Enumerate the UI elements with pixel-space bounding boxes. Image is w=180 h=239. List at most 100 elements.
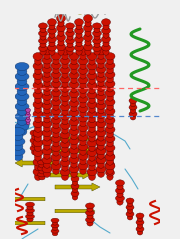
Ellipse shape — [44, 52, 51, 60]
Ellipse shape — [93, 45, 102, 51]
Ellipse shape — [80, 157, 87, 165]
Ellipse shape — [62, 71, 69, 78]
Ellipse shape — [11, 137, 25, 146]
Ellipse shape — [42, 102, 52, 109]
Ellipse shape — [98, 79, 105, 87]
Ellipse shape — [53, 76, 60, 83]
Ellipse shape — [57, 43, 66, 51]
Ellipse shape — [136, 226, 144, 232]
Ellipse shape — [98, 161, 105, 168]
Ellipse shape — [86, 203, 94, 209]
Ellipse shape — [89, 57, 96, 65]
Ellipse shape — [33, 110, 43, 118]
Ellipse shape — [51, 89, 61, 97]
Ellipse shape — [49, 40, 55, 47]
Ellipse shape — [85, 29, 91, 36]
Ellipse shape — [35, 96, 42, 103]
Ellipse shape — [80, 62, 87, 70]
Ellipse shape — [62, 89, 69, 97]
Ellipse shape — [48, 27, 57, 34]
Ellipse shape — [102, 19, 111, 26]
Ellipse shape — [62, 52, 69, 60]
Ellipse shape — [62, 117, 69, 125]
Ellipse shape — [52, 232, 58, 236]
Ellipse shape — [51, 153, 61, 161]
Ellipse shape — [53, 85, 60, 92]
Ellipse shape — [116, 195, 125, 201]
Ellipse shape — [58, 48, 64, 55]
Ellipse shape — [107, 66, 114, 74]
Ellipse shape — [33, 91, 43, 99]
Ellipse shape — [71, 95, 78, 102]
Ellipse shape — [51, 144, 61, 152]
Ellipse shape — [62, 108, 69, 115]
Ellipse shape — [129, 98, 137, 103]
Ellipse shape — [60, 57, 70, 64]
Ellipse shape — [60, 150, 70, 157]
Ellipse shape — [80, 138, 87, 146]
Ellipse shape — [17, 67, 27, 76]
Ellipse shape — [49, 23, 55, 30]
Ellipse shape — [35, 115, 42, 123]
Ellipse shape — [85, 48, 91, 55]
Ellipse shape — [44, 125, 51, 132]
Ellipse shape — [107, 165, 113, 172]
Ellipse shape — [53, 140, 60, 147]
Ellipse shape — [11, 147, 25, 156]
Ellipse shape — [80, 100, 87, 108]
Ellipse shape — [98, 116, 105, 123]
Ellipse shape — [85, 19, 91, 27]
Ellipse shape — [71, 176, 79, 182]
Ellipse shape — [78, 152, 88, 160]
Ellipse shape — [87, 149, 97, 156]
Ellipse shape — [44, 79, 51, 87]
Ellipse shape — [96, 84, 106, 91]
Ellipse shape — [44, 107, 51, 114]
Ellipse shape — [71, 123, 78, 130]
Ellipse shape — [89, 67, 96, 75]
Ellipse shape — [136, 213, 144, 218]
Ellipse shape — [15, 103, 29, 110]
Ellipse shape — [80, 109, 87, 117]
Ellipse shape — [53, 112, 60, 120]
Ellipse shape — [96, 138, 105, 144]
Ellipse shape — [137, 216, 143, 222]
Ellipse shape — [105, 153, 114, 159]
Ellipse shape — [60, 48, 70, 55]
Ellipse shape — [87, 62, 97, 70]
Ellipse shape — [78, 76, 88, 84]
Ellipse shape — [97, 150, 103, 157]
Ellipse shape — [26, 214, 35, 219]
Ellipse shape — [71, 85, 78, 93]
Ellipse shape — [105, 89, 115, 97]
Ellipse shape — [67, 49, 73, 55]
Ellipse shape — [89, 173, 96, 180]
Ellipse shape — [89, 86, 96, 94]
Ellipse shape — [116, 188, 125, 194]
Ellipse shape — [96, 129, 106, 136]
Ellipse shape — [107, 130, 114, 138]
Ellipse shape — [48, 19, 57, 26]
Ellipse shape — [33, 101, 43, 108]
Ellipse shape — [39, 45, 48, 51]
Ellipse shape — [107, 103, 114, 110]
Ellipse shape — [127, 208, 133, 213]
Ellipse shape — [62, 61, 69, 69]
Ellipse shape — [42, 111, 52, 118]
Ellipse shape — [69, 90, 79, 98]
Ellipse shape — [78, 57, 88, 65]
Ellipse shape — [33, 130, 43, 137]
Ellipse shape — [39, 169, 45, 174]
Ellipse shape — [33, 168, 43, 176]
Ellipse shape — [26, 108, 30, 112]
Ellipse shape — [26, 116, 30, 120]
Ellipse shape — [53, 57, 60, 65]
Ellipse shape — [130, 108, 136, 113]
Ellipse shape — [96, 93, 106, 100]
Ellipse shape — [98, 70, 105, 78]
Ellipse shape — [127, 215, 133, 220]
Ellipse shape — [75, 27, 84, 34]
Ellipse shape — [75, 8, 84, 14]
Ellipse shape — [42, 48, 52, 55]
Ellipse shape — [39, 163, 45, 168]
